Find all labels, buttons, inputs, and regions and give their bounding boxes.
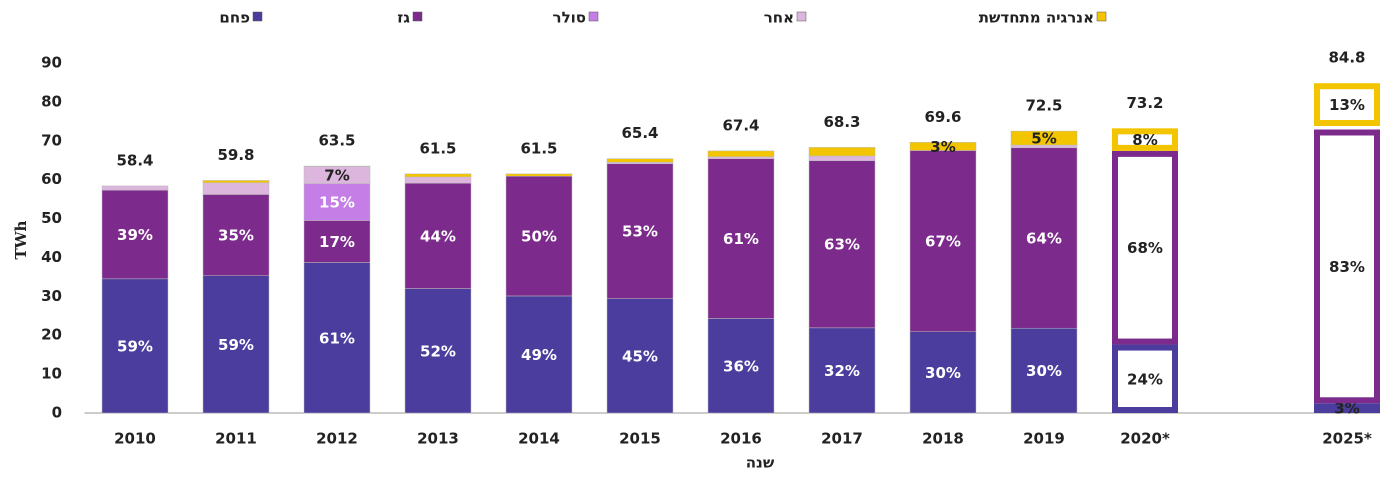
share-label: 61% xyxy=(723,230,759,248)
share-label: 35% xyxy=(218,227,254,245)
y-tick-label: 40 xyxy=(41,248,62,266)
legend-label: גז xyxy=(397,9,410,27)
x-tick-label: 2011 xyxy=(215,430,257,448)
x-tick-label: 2010 xyxy=(114,430,156,448)
legend-label: פחם xyxy=(219,9,250,27)
total-label: 72.5 xyxy=(1025,97,1062,115)
share-label: 50% xyxy=(521,228,557,246)
share-label: 68% xyxy=(1127,239,1163,257)
share-label: 59% xyxy=(218,336,254,354)
total-label: 63.5 xyxy=(318,132,355,150)
share-label: 44% xyxy=(420,227,456,245)
x-tick-label: 2012 xyxy=(316,430,358,448)
legend-swatch xyxy=(253,12,262,21)
share-label: 3% xyxy=(930,138,955,156)
x-tick-label: 2017 xyxy=(821,430,863,448)
share-label: 49% xyxy=(521,346,557,364)
share-label: 32% xyxy=(824,362,860,380)
y-tick-label: 50 xyxy=(41,209,62,227)
legend-label: סולר xyxy=(553,9,586,27)
y-tick-label: 60 xyxy=(41,170,62,188)
legend-swatch xyxy=(413,12,422,21)
total-label: 67.4 xyxy=(722,116,759,134)
share-label: 24% xyxy=(1127,370,1163,388)
legend-swatch xyxy=(797,12,806,21)
total-label: 69.6 xyxy=(924,108,961,126)
share-label: 30% xyxy=(1026,362,1062,380)
share-label: 39% xyxy=(117,226,153,244)
share-label: 5% xyxy=(1031,130,1056,148)
x-tick-label: 2014 xyxy=(518,430,560,448)
y-tick-label: 20 xyxy=(41,326,62,344)
y-tick-label: 0 xyxy=(52,404,62,422)
bar-segment xyxy=(809,156,875,161)
bar-segment xyxy=(405,177,471,183)
bar-segment xyxy=(708,157,774,159)
share-label: 83% xyxy=(1329,258,1365,276)
share-label: 64% xyxy=(1026,230,1062,248)
total-label: 65.4 xyxy=(621,124,658,142)
share-label: 59% xyxy=(117,337,153,355)
y-tick-label: 70 xyxy=(41,131,62,149)
x-tick-label: 2019 xyxy=(1023,430,1065,448)
share-label: 63% xyxy=(824,236,860,254)
bar-segment xyxy=(506,174,572,176)
total-label: 61.5 xyxy=(520,139,557,157)
bar-segment xyxy=(607,159,673,163)
total-label: 73.2 xyxy=(1126,94,1163,112)
share-label: 13% xyxy=(1329,96,1365,114)
total-label: 58.4 xyxy=(116,151,153,169)
x-tick-label: 2013 xyxy=(417,430,459,448)
y-tick-label: 90 xyxy=(41,54,62,72)
y-axis-label: TWh xyxy=(12,220,30,259)
total-label: 59.8 xyxy=(217,146,254,164)
share-label: 61% xyxy=(319,329,355,347)
share-label: 17% xyxy=(319,233,355,251)
x-tick-label: 2018 xyxy=(922,430,964,448)
share-label: 30% xyxy=(925,364,961,382)
share-label: 36% xyxy=(723,357,759,375)
total-label: 84.8 xyxy=(1328,49,1365,67)
total-label: 68.3 xyxy=(823,113,860,131)
bar-segment xyxy=(405,174,471,177)
share-label: 67% xyxy=(925,233,961,251)
bar-segment xyxy=(203,183,269,195)
y-tick-label: 10 xyxy=(41,365,62,383)
share-label: 7% xyxy=(324,167,349,185)
x-tick-label: 2016 xyxy=(720,430,762,448)
total-label: 61.5 xyxy=(419,139,456,157)
x-tick-label: 2020* xyxy=(1120,430,1170,448)
bar-segment xyxy=(203,180,269,182)
share-label: 53% xyxy=(622,223,658,241)
legend-label: אנרגיה מתחדשת xyxy=(979,9,1094,27)
y-tick-label: 30 xyxy=(41,287,62,305)
share-label: 15% xyxy=(319,194,355,212)
x-tick-label: 2015 xyxy=(619,430,661,448)
bar-segment xyxy=(708,151,774,157)
legend-label: אחר xyxy=(764,9,794,27)
share-label: 52% xyxy=(420,342,456,360)
legend-swatch xyxy=(1097,12,1106,21)
y-tick-label: 80 xyxy=(41,92,62,110)
bar-segment xyxy=(809,147,875,156)
share-label: 45% xyxy=(622,347,658,365)
x-axis-label: שנה xyxy=(746,454,775,472)
share-label: 8% xyxy=(1132,131,1157,149)
bar-segment xyxy=(102,186,168,190)
legend-swatch xyxy=(589,12,598,21)
x-tick-label: 2025* xyxy=(1322,430,1372,448)
